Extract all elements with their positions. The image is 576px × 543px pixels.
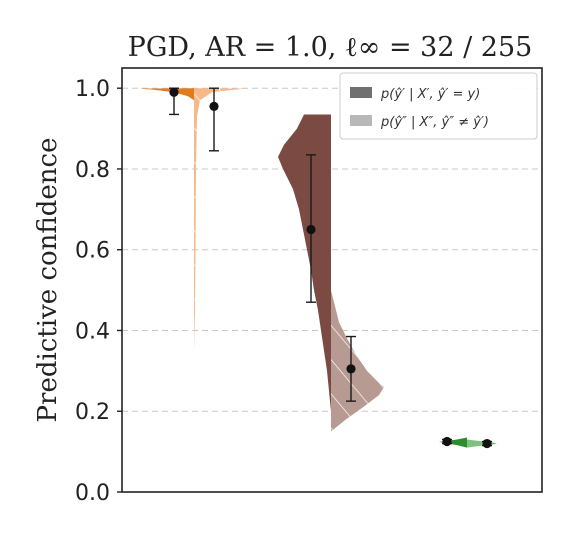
mean-point [169,87,179,97]
y-tick-label: 0.2 [75,400,110,425]
violin-left-half [278,114,331,412]
error-bars [169,87,492,449]
mean-point [346,364,356,374]
legend-label-adversarial: p(ŷ″ | X″, ŷ″ ≠ ŷ′) [380,115,489,130]
violins [139,88,497,448]
chart-title: PGD, AR = 1.0, ℓ∞ = 32 / 255 [128,32,533,63]
mean-point [442,436,452,447]
violin-right-hatch [194,88,246,351]
violin-right-hatch [331,290,384,432]
mean-point [209,101,219,111]
legend-swatch-adversarial [350,115,372,126]
y-tick-label: 0.4 [75,319,110,344]
y-tick-label: 1.0 [75,77,110,102]
mean-point [482,438,492,449]
legend-box [339,72,538,140]
plot-frame [121,67,543,493]
mean-point [306,224,316,235]
legend: p(ŷ′ | X′, ŷ′ = y) p(ŷ″ | X″, ŷ″ ≠ ŷ′) [339,72,538,140]
violin-right-hatch [467,439,497,448]
violin-left-half [139,88,194,101]
legend-swatch-correct [350,87,372,98]
violin-right-half [194,88,246,351]
y-tick-label: 0.8 [75,158,110,183]
y-axis-label: Predictive confidence [33,138,63,423]
legend-label-correct: p(ŷ′ | X′, ŷ′ = y) [380,87,480,102]
y-tick-label: 0.6 [75,239,110,264]
y-axis-ticks: 0.0 0.2 0.4 0.6 0.8 1.0 [75,77,122,506]
grid-lines [122,87,542,412]
violin-left-half [439,437,467,448]
y-tick-label: 0.0 [75,481,110,506]
